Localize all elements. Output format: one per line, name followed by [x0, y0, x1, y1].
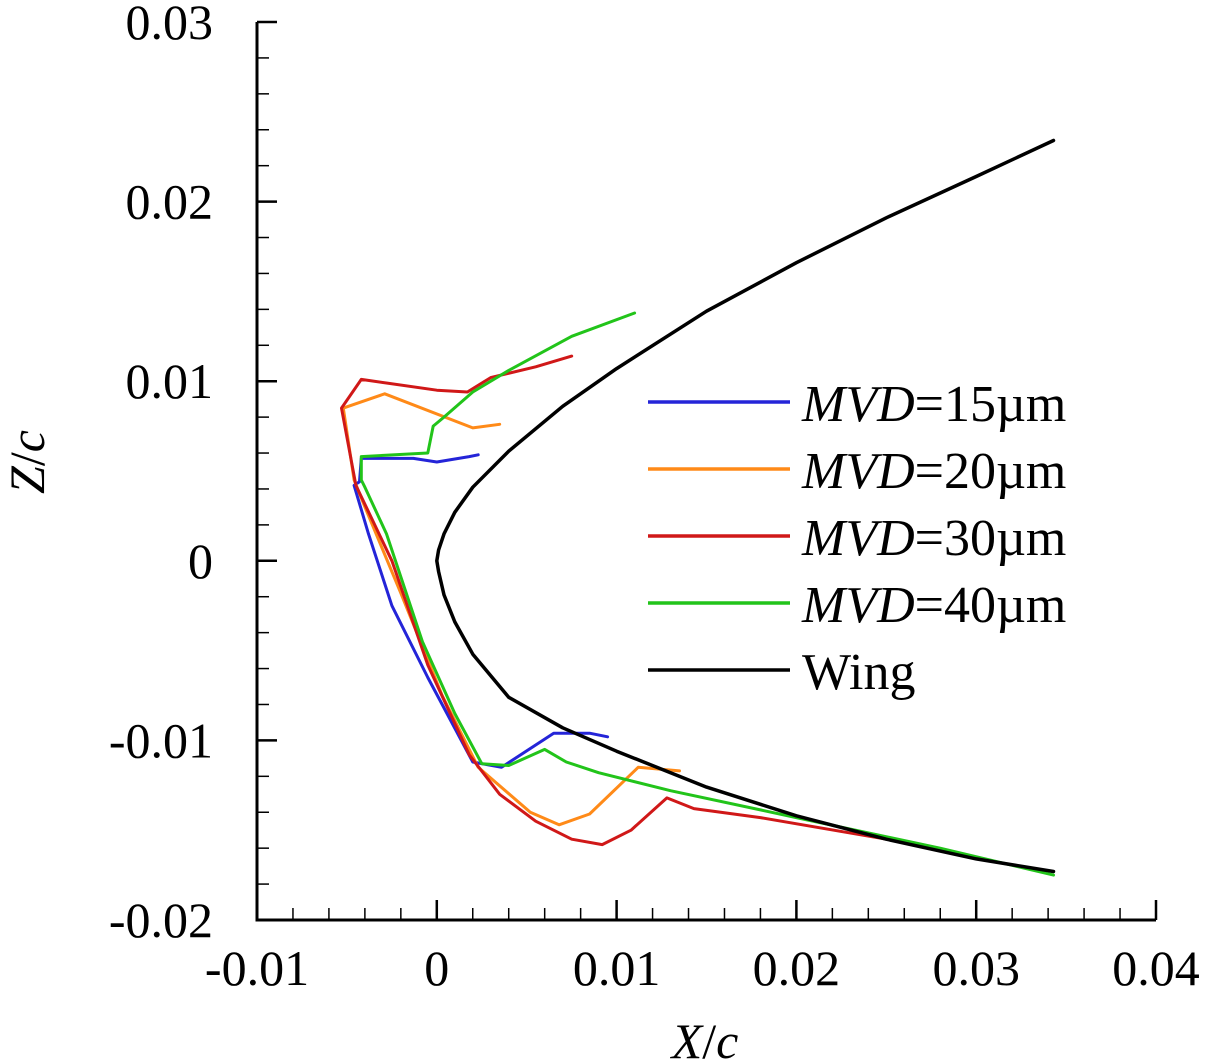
y-tick-label: 0.02: [126, 174, 214, 230]
legend-label: MVD=30µm: [801, 510, 1066, 567]
legend-label: MVD=40µm: [801, 577, 1066, 634]
x-tick-label: -0.01: [205, 940, 309, 996]
x-tick-label: 0: [424, 940, 449, 996]
legend: MVD=15µm MVD=20µm MVD=30µm MVD=40µm Wing: [648, 376, 1066, 701]
x-tick-label: 0.03: [932, 940, 1020, 996]
y-tick-label: 0.01: [126, 353, 214, 409]
x-axis-title: X/c: [670, 1013, 739, 1062]
legend-label: MVD=20µm: [801, 443, 1066, 500]
series-group: [340, 138, 1056, 877]
series-line-wing: [435, 138, 1056, 874]
series-line-mvd-3: [359, 311, 1055, 877]
x-tick-label: 0.04: [1112, 940, 1200, 996]
series-line-mvd-2: [340, 354, 888, 847]
y-tick-label: 0.03: [126, 0, 214, 50]
legend-label: MVD=15µm: [801, 376, 1066, 433]
y-axis-title: Z/c: [0, 430, 55, 494]
y-tick-label: -0.02: [109, 892, 213, 948]
x-tick-label: 0.01: [573, 940, 661, 996]
x-tick-label: 0.02: [753, 940, 841, 996]
legend-label: Wing: [802, 644, 915, 701]
y-tick-label: -0.01: [109, 712, 213, 768]
y-tick-label: 0: [188, 533, 213, 589]
series-line-mvd-0: [352, 453, 610, 769]
axes-frame: [255, 20, 1158, 922]
